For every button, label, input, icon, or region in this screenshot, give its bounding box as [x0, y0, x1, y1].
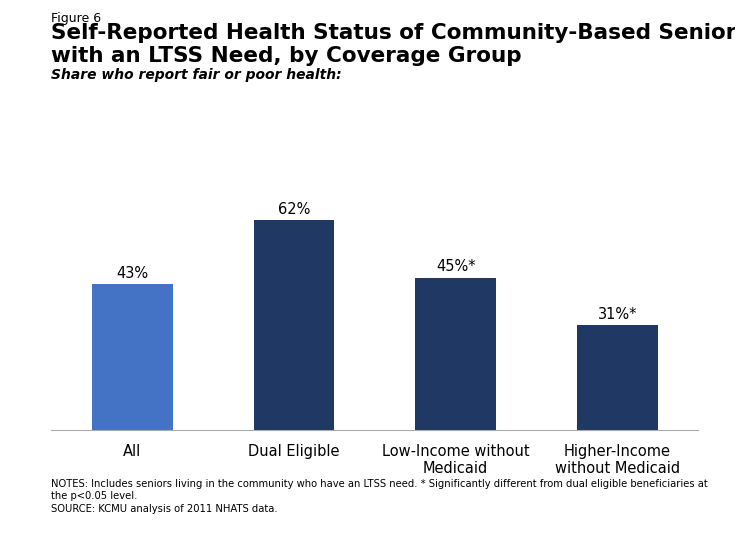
Text: 43%: 43%	[116, 266, 148, 281]
Text: Self-Reported Health Status of Community-Based Seniors: Self-Reported Health Status of Community…	[51, 23, 735, 43]
Text: 62%: 62%	[278, 202, 310, 217]
Text: Figure 6: Figure 6	[51, 12, 101, 25]
Bar	[415, 278, 496, 430]
Bar	[577, 325, 658, 430]
Text: 45%*: 45%*	[436, 260, 476, 274]
Text: THE HENRY J.: THE HENRY J.	[643, 476, 690, 480]
Text: the p<0.05 level.: the p<0.05 level.	[51, 491, 138, 501]
Text: Share who report fair or poor health:: Share who report fair or poor health:	[51, 68, 342, 82]
Text: FAMILY: FAMILY	[642, 497, 691, 510]
Text: with an LTSS Need, by Coverage Group: with an LTSS Need, by Coverage Group	[51, 46, 522, 66]
Text: KAISER: KAISER	[641, 484, 692, 497]
Text: 31%*: 31%*	[598, 307, 637, 322]
Text: SOURCE: KCMU analysis of 2011 NHATS data.: SOURCE: KCMU analysis of 2011 NHATS data…	[51, 504, 278, 514]
Text: FOUNDATION: FOUNDATION	[640, 515, 693, 520]
Bar	[92, 284, 173, 430]
Bar	[254, 220, 334, 430]
Text: NOTES: Includes seniors living in the community who have an LTSS need. * Signifi: NOTES: Includes seniors living in the co…	[51, 479, 709, 489]
